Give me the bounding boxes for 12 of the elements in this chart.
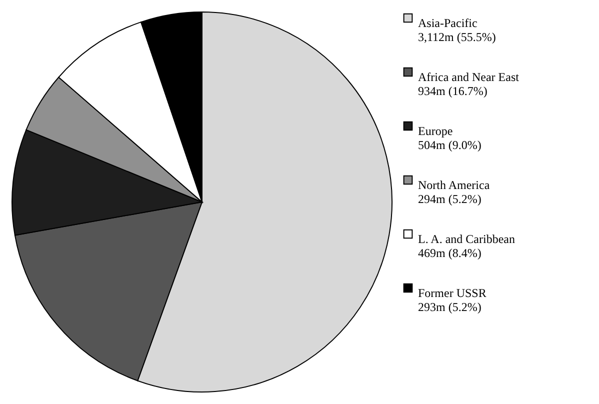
legend-label: Africa and Near East (418, 70, 520, 84)
legend-label: Europe (418, 124, 453, 138)
data-label: 934m (16.7%) (418, 84, 488, 98)
data-label: 294m (5.2%) (418, 192, 482, 206)
data-label: 3,112m (55.5%) (418, 30, 496, 44)
data-label: 469m (8.4%) (418, 246, 482, 260)
legend-label: Former USSR (418, 286, 486, 300)
legend-label: Asia-Pacific (418, 16, 478, 30)
legend-label: North America (418, 178, 490, 192)
legend-label: L. A. and Caribbean (418, 232, 515, 246)
data-label: 504m (9.0%) (418, 138, 482, 152)
data-label: 293m (5.2%) (418, 300, 482, 314)
